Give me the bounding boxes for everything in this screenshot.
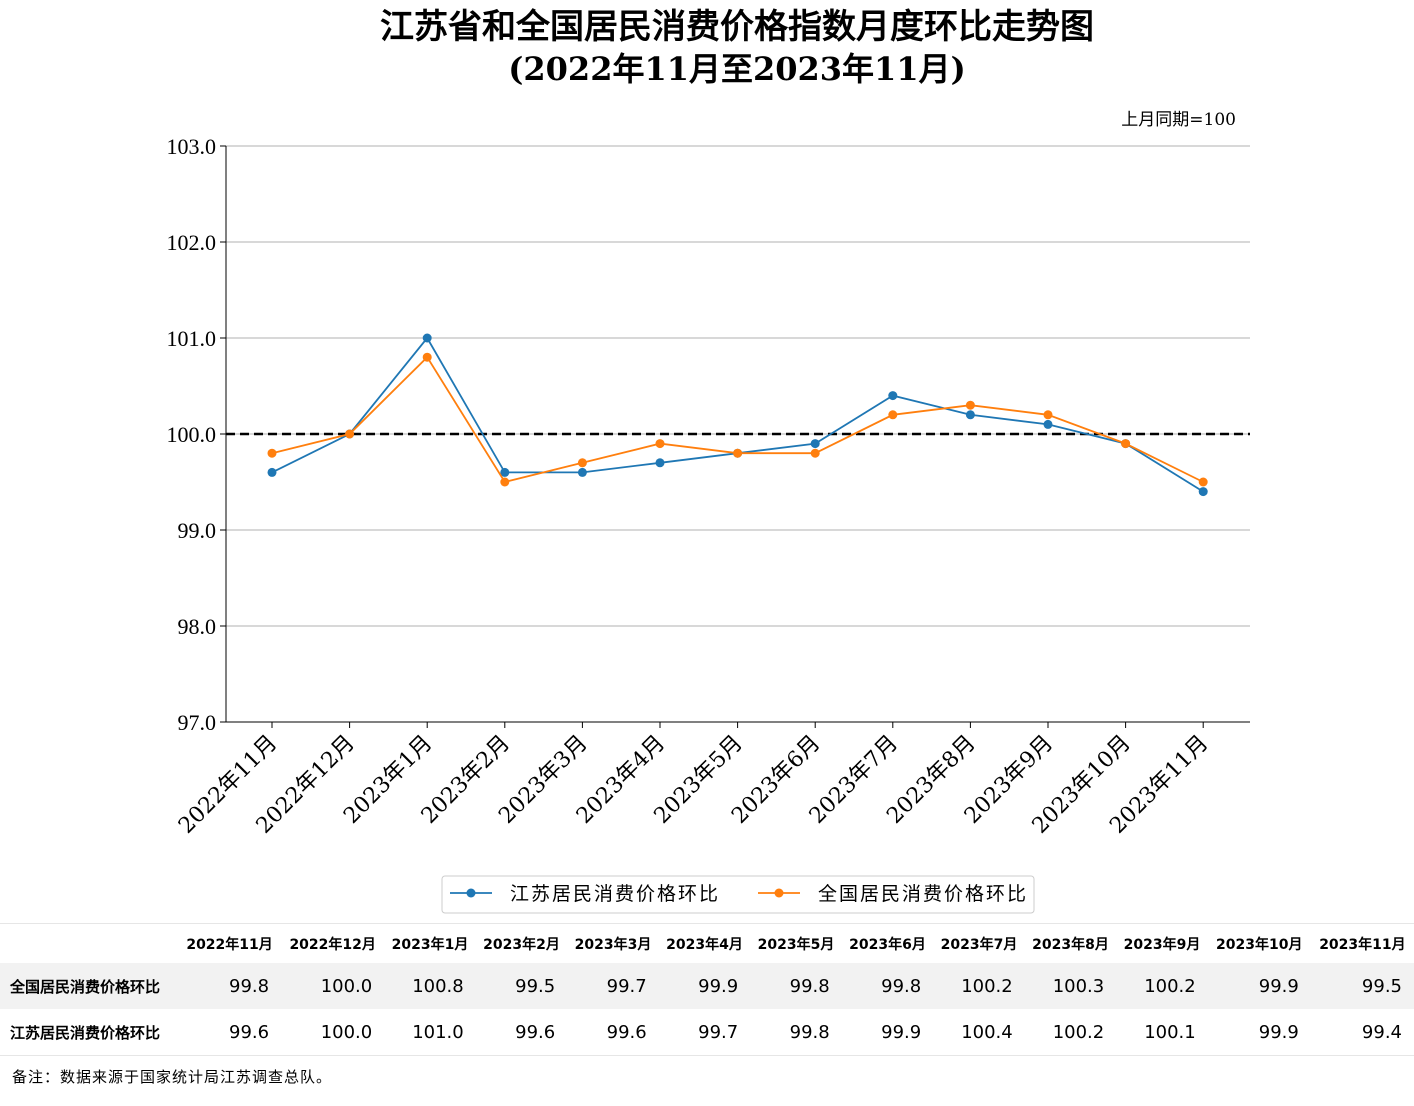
legend: 江苏居民消费价格环比 全国居民消费价格环比 bbox=[441, 875, 1035, 914]
y-tick-label: 103.0 bbox=[167, 134, 217, 159]
table-cell: 99.8 bbox=[789, 975, 830, 997]
table-cell: 99.9 bbox=[1258, 975, 1299, 997]
table-cell: 99.5 bbox=[1361, 975, 1402, 997]
table-cell: 100.2 bbox=[1052, 1021, 1105, 1043]
table-column-header: 2023年5月 bbox=[757, 936, 835, 953]
table-column-header: 2023年3月 bbox=[574, 936, 652, 953]
y-tick-label: 102.0 bbox=[167, 230, 217, 255]
table-cell: 100.2 bbox=[1144, 975, 1196, 997]
table-cell: 100.0 bbox=[320, 1021, 373, 1043]
table-cell: 100.3 bbox=[1052, 975, 1105, 997]
series-layer bbox=[267, 333, 1208, 497]
data-point bbox=[422, 333, 432, 343]
chart-subtitle: (2022年11月至2023年11月) bbox=[508, 50, 965, 88]
table-row: 全国居民消费价格环比 99.8 100.0 100.8 99.5 99.7 99.9 99.8… bbox=[0, 963, 1414, 1009]
table-cell: 101.0 bbox=[412, 1021, 464, 1043]
data-point bbox=[888, 410, 898, 420]
table-header-row: 2022年11月 2022年12月 2023年1月 2023年2月 2023年3月 202… bbox=[0, 923, 1414, 964]
data-point bbox=[500, 467, 510, 477]
table-cell: 99.4 bbox=[1361, 1021, 1402, 1043]
table-column-header: 2023年7月 bbox=[940, 936, 1018, 953]
unit-note: 上月同期=100 bbox=[1121, 110, 1236, 130]
footnote: 备注：数据来源于国家统计局江苏调查总队。 bbox=[12, 1068, 333, 1086]
table-row-label: 江苏居民消费价格环比 bbox=[10, 1023, 161, 1042]
data-point bbox=[965, 410, 975, 420]
legend-box bbox=[441, 875, 1035, 914]
table-corner-cell bbox=[0, 924, 178, 964]
y-tick-label: 98.0 bbox=[178, 614, 217, 639]
data-point bbox=[577, 467, 587, 477]
data-point bbox=[655, 458, 665, 468]
series-line bbox=[271, 336, 1204, 493]
table-cell: 99.5 bbox=[515, 975, 556, 997]
y-tick-label: 101.0 bbox=[167, 326, 217, 351]
data-point bbox=[733, 448, 743, 458]
data-table: 2022年11月 2022年12月 2023年1月 2023年2月 2023年3月 202… bbox=[0, 923, 1414, 1056]
table-body: 全国居民消费价格环比 99.8 100.0 100.8 99.5 99.7 99.9 99.8… bbox=[0, 963, 1414, 1056]
table-cell: 100.2 bbox=[961, 975, 1013, 997]
y-tick-label: 97.0 bbox=[178, 710, 217, 735]
table-cell: 99.6 bbox=[606, 1021, 647, 1043]
table-column-header: 2023年6月 bbox=[849, 936, 926, 953]
table-cell: 99.7 bbox=[606, 975, 647, 997]
data-point bbox=[345, 429, 355, 439]
table-cell: 99.8 bbox=[789, 1021, 830, 1043]
chart-title: 江苏省和全国居民消费价格指数月度环比走势图 bbox=[380, 7, 1094, 47]
y-tick-label: 100.0 bbox=[167, 422, 217, 447]
table-column-header: 2023年10月 bbox=[1216, 936, 1303, 953]
line-chart: 江苏省和全国居民消费价格指数月度环比走势图 (2022年11月至2023年11月… bbox=[167, 7, 1250, 914]
table-column-header: 2023年9月 bbox=[1123, 936, 1201, 953]
table-column-header: 2023年11月 bbox=[1319, 936, 1406, 953]
table-column-header: 2023年1月 bbox=[391, 936, 469, 953]
legend-label: 江苏居民消费价格环比 bbox=[510, 883, 720, 905]
table-column-header: 2022年12月 bbox=[289, 936, 376, 953]
table-column-header: 2022年11月 bbox=[186, 936, 273, 953]
table-cell: 100.0 bbox=[320, 975, 373, 997]
data-point bbox=[1043, 410, 1053, 420]
legend-label: 全国居民消费价格环比 bbox=[818, 883, 1028, 905]
data-point bbox=[1043, 419, 1053, 429]
data-point bbox=[965, 400, 975, 410]
data-point bbox=[577, 458, 587, 468]
table-cell: 99.6 bbox=[229, 1021, 270, 1043]
data-point bbox=[1198, 477, 1208, 487]
data-point bbox=[1121, 439, 1131, 449]
data-point bbox=[267, 467, 277, 477]
table-cell: 99.8 bbox=[881, 975, 922, 997]
table-row-label: 全国居民消费价格环比 bbox=[10, 977, 161, 996]
table-cell: 99.9 bbox=[698, 975, 739, 997]
table-cell: 99.9 bbox=[881, 1021, 922, 1043]
table-cell: 99.6 bbox=[515, 1021, 556, 1043]
axes: 97.098.099.0100.0101.0102.0103.02022年11月… bbox=[167, 134, 1250, 839]
data-point bbox=[810, 439, 820, 449]
legend-marker bbox=[774, 888, 784, 898]
gridlines bbox=[226, 145, 1250, 627]
table-cell: 99.7 bbox=[698, 1021, 739, 1043]
table-row: 江苏居民消费价格环比 99.6 100.0 101.0 99.6 99.6 99.7 99.8… bbox=[0, 1009, 1414, 1056]
data-point bbox=[888, 391, 898, 401]
data-point bbox=[500, 477, 510, 487]
table-column-header: 2023年8月 bbox=[1032, 936, 1109, 953]
table-column-header: 2023年4月 bbox=[666, 936, 743, 953]
table-column-header: 2023年2月 bbox=[483, 936, 560, 953]
y-tick-label: 99.0 bbox=[178, 518, 217, 543]
table-cell: 99.9 bbox=[1258, 1021, 1299, 1043]
table-cell: 100.4 bbox=[961, 1021, 1013, 1043]
data-point bbox=[267, 448, 277, 458]
data-point bbox=[810, 448, 820, 458]
data-point bbox=[655, 439, 665, 449]
data-point bbox=[422, 352, 432, 362]
legend-marker bbox=[466, 888, 476, 898]
table-cell: 100.8 bbox=[412, 975, 464, 997]
data-point bbox=[1198, 487, 1208, 497]
table-cell: 99.8 bbox=[229, 975, 270, 997]
table-cell: 100.1 bbox=[1144, 1021, 1196, 1043]
series-line bbox=[271, 355, 1204, 484]
